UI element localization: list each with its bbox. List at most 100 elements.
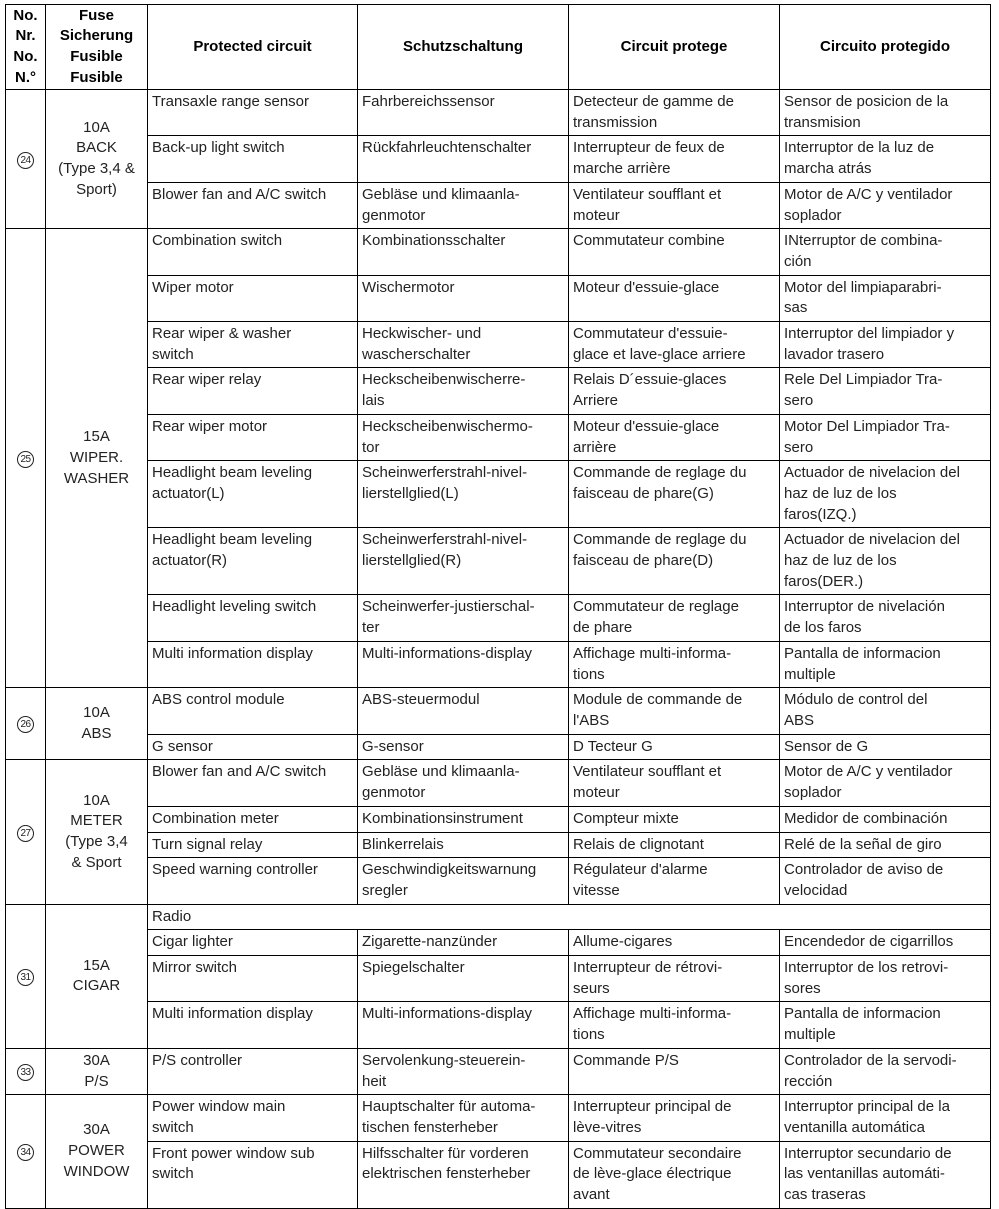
- cell-circuit-protege: Commutateur secondaire de lève-glace éle…: [568, 1140, 780, 1209]
- cell-schutzschaltung: Multi-informations-display: [357, 1001, 569, 1049]
- fuse-number-cell: 24: [5, 88, 46, 230]
- fuse-rating-cell: 15A WIPER. WASHER: [45, 228, 148, 689]
- header-fuse: Fuse Sicherung Fusible Fusible: [45, 4, 148, 90]
- cell-schutzschaltung: Zigarette-nanzünder: [357, 929, 569, 957]
- table-row: Headlight leveling switch Scheinwerfer-ju…: [6, 594, 991, 642]
- header-schutzschaltung: Schutzschaltung: [357, 4, 569, 90]
- cell-protected-circuit: Transaxle range sensor: [147, 88, 358, 137]
- cell-protected-circuit: Rear wiper relay: [147, 367, 358, 415]
- cell-protected-circuit: Headlight beam leveling actuator(L): [147, 460, 358, 529]
- cell-circuit-protege: Relais de clignotant: [568, 831, 780, 859]
- table-row: 27 10A METER (Type 3,4 & Sport Blower fan …: [5, 759, 991, 905]
- cell-circuit-protege: Compteur mixte: [568, 805, 780, 833]
- cell-protected-circuit: Cigar lighter: [147, 929, 358, 957]
- table-row: Back-up light switch Rückfahrleuchtenscha…: [6, 135, 991, 183]
- cell-circuito-protegido: Interruptor de la luz de marcha atrás: [779, 135, 991, 183]
- table-row: Wiper motor Wischermotor Moteur d'essuie-g…: [6, 274, 991, 323]
- cell-circuit-protege: Régulateur d'alarme vitesse: [568, 857, 780, 905]
- fuse-number-cell: 25: [5, 228, 46, 689]
- cell-circuito-protegido: Medidor de combinación: [779, 805, 991, 833]
- cell-circuito-protegido: Motor de A/C y ventilador soplador: [779, 181, 991, 230]
- cell-schutzschaltung: Wischermotor: [357, 274, 569, 323]
- cell-circuito-protegido: Motor de A/C y ventilador soplador: [779, 759, 991, 807]
- table-row: Multi information display Multi-informati…: [6, 1001, 991, 1049]
- cell-circuit-protege: Detecteur de gamme de transmission: [568, 88, 780, 137]
- cell-circuit-protege: D Tecteur G: [568, 733, 780, 761]
- cell-circuito-protegido: Actuador de nivelacion del haz de luz de…: [779, 460, 991, 529]
- fuse-circuit-table: No. Nr. No. N.° Fuse Sicherung Fusible Fu…: [5, 4, 991, 1209]
- cell-schutzschaltung: Heckscheibenwischermo- tor: [357, 413, 569, 462]
- cell-circuit-protege: Commande P/S: [568, 1047, 780, 1096]
- table-header: No. Nr. No. N.° Fuse Sicherung Fusible Fu…: [5, 4, 991, 90]
- table-row: 33 30A P/S P/S controller Servolenkung-steu…: [5, 1047, 991, 1096]
- cell-circuit-protege: Commutateur de reglage de phare: [568, 594, 780, 642]
- table-row: 34 30A POWER WINDOW Power window main swit…: [5, 1094, 991, 1209]
- cell-circuito-protegido: Interruptor del limpiador y lavador tras…: [779, 321, 991, 369]
- table-row: 25 15A WIPER. WASHER Combination switch Kom…: [5, 228, 991, 689]
- cell-circuito-protegido: Interruptor de nivelación de los faros: [779, 594, 991, 642]
- fuse-number-cell: 33: [5, 1047, 46, 1096]
- cell-protected-circuit: P/S controller: [147, 1047, 358, 1096]
- cell-protected-circuit: Combination meter: [147, 805, 358, 833]
- cell-circuit-protege: Interrupteur de rétrovi- seurs: [568, 955, 780, 1003]
- cell-circuit-protege: Commutateur combine: [568, 228, 780, 276]
- cell-circuito-protegido: Pantalla de informacion multiple: [779, 1001, 991, 1049]
- cell-protected-circuit: Multi information display: [147, 1001, 358, 1049]
- cell-circuit-protege: Relais D´essuie-glaces Arriere: [568, 367, 780, 415]
- cell-protected-circuit: Power window main switch: [147, 1094, 358, 1142]
- cell-protected-circuit: Wiper motor: [147, 274, 358, 323]
- cell-circuito-protegido: Controlador de aviso de velocidad: [779, 857, 991, 905]
- header-protected-circuit: Protected circuit: [147, 4, 358, 90]
- cell-circuito-protegido: INterruptor de combina- ción: [779, 228, 991, 276]
- cell-circuito-protegido: Relé de la señal de giro: [779, 831, 991, 859]
- cell-schutzschaltung: G-sensor: [357, 733, 569, 761]
- cell-circuit-protege: Allume-cigares: [568, 929, 780, 957]
- cell-protected-circuit: Combination switch: [147, 228, 358, 276]
- cell-circuito-protegido: Rele Del Limpiador Tra- sero: [779, 367, 991, 415]
- cell-circuit-protege: Module de commande de l'ABS: [568, 687, 780, 735]
- fuse-number-cell: 26: [5, 687, 46, 761]
- fuse-rating-cell: 10A METER (Type 3,4 & Sport: [45, 759, 148, 905]
- cell-schutzschaltung: Multi-informations-display: [357, 640, 569, 689]
- cell-schutzschaltung: Scheinwerferstrahl-nivel- lierstellglied…: [357, 527, 569, 596]
- cell-protected-circuit: Front power window sub switch: [147, 1140, 358, 1209]
- table-row: Combination meter Kombinationsinstrument C…: [6, 805, 991, 833]
- cell-circuito-protegido: Actuador de nivelacion del haz de luz de…: [779, 527, 991, 596]
- fuse-number-badge: 34: [17, 1144, 34, 1162]
- cell-schutzschaltung: Gebläse und klimaanla- genmotor: [357, 759, 569, 807]
- table-row: 26 10A ABS ABS control module ABS-steuermod…: [5, 687, 991, 761]
- header-no: No. Nr. No. N.°: [5, 4, 46, 90]
- table-row: Mirror switch Spiegelschalter Interrupteur…: [6, 955, 991, 1003]
- cell-schutzschaltung: Heckwischer- und wascherschalter: [357, 321, 569, 369]
- fuse-number-badge: 25: [17, 450, 34, 468]
- cell-schutzschaltung: Servolenkung-steuerein- heit: [357, 1047, 569, 1096]
- cell-schutzschaltung: Spiegelschalter: [357, 955, 569, 1003]
- cell-circuit-protege: Commande de reglage du faisceau de phare…: [568, 460, 780, 529]
- cell-circuit-protege: Commande de reglage du faisceau de phare…: [568, 527, 780, 596]
- fuse-number-cell: 34: [5, 1094, 46, 1209]
- cell-circuito-protegido: Módulo de control del ABS: [779, 687, 991, 735]
- table-row: Rear wiper & washer switch Heckwischer- u…: [6, 321, 991, 369]
- cell-schutzschaltung: Kombinationsschalter: [357, 228, 569, 276]
- cell-schutzschaltung: Blinkerrelais: [357, 831, 569, 859]
- cell-circuit-protege: Affichage multi-informa- tions: [568, 640, 780, 689]
- cell-circuit-protege: Ventilateur soufflant et moteur: [568, 181, 780, 230]
- fuse-rating-cell: 10A ABS: [45, 687, 148, 761]
- cell-schutzschaltung: ABS-steuermodul: [357, 687, 569, 735]
- header-circuito-protegido: Circuito protegido: [779, 4, 991, 90]
- fuse-number-badge: 27: [17, 824, 34, 842]
- cell-schutzschaltung: Hilfsschalter für vorderen elektrischen …: [357, 1140, 569, 1209]
- cell-circuito-protegido: Interruptor principal de la ventanilla a…: [779, 1094, 991, 1142]
- cell-schutzschaltung: Geschwindigkeitswarnung sregler: [357, 857, 569, 905]
- table-row: Front power window sub switch Hilfsschalt…: [6, 1140, 991, 1209]
- fuse-number-cell: 31: [5, 903, 46, 1049]
- table-row: Headlight beam leveling actuator(R) Schei…: [6, 527, 991, 596]
- table-row: Cigar lighter Zigarette-nanzünder Allume-c…: [6, 929, 991, 957]
- fuse-number-badge: 33: [17, 1064, 34, 1082]
- fuse-rating-cell: 30A POWER WINDOW: [45, 1094, 148, 1209]
- cell-schutzschaltung: Gebläse und klimaanla- genmotor: [357, 181, 569, 230]
- table-row: Turn signal relay Blinkerrelais Relais de …: [6, 831, 991, 859]
- cell-circuito-protegido: Interruptor de los retrovi- sores: [779, 955, 991, 1003]
- cell-protected-circuit: Radio: [147, 903, 991, 931]
- cell-protected-circuit: Turn signal relay: [147, 831, 358, 859]
